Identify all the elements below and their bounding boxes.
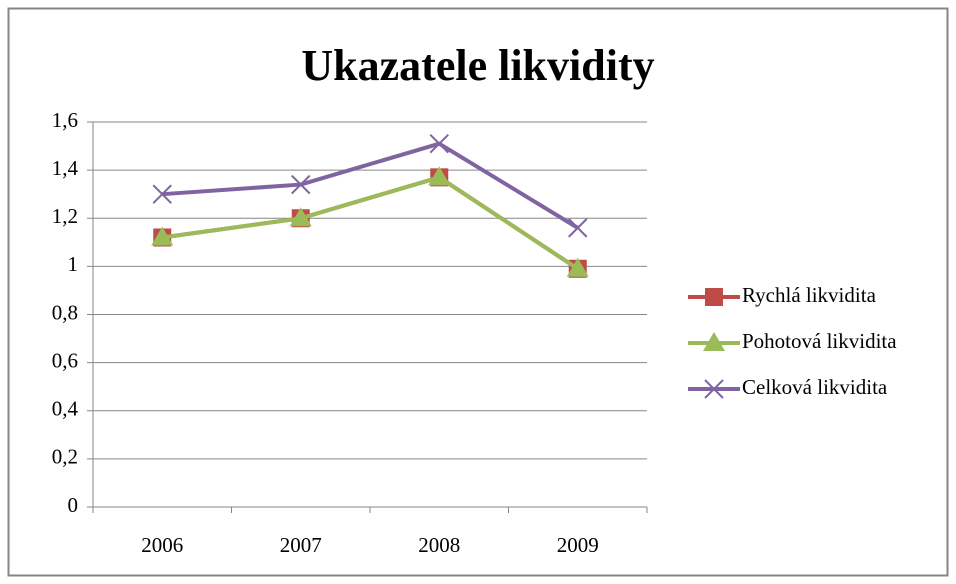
y-tick-label: 1,4	[52, 156, 79, 180]
point-marker	[151, 226, 174, 246]
x-tick-label: 2008	[418, 533, 460, 557]
legend-label: Rychlá likvidita	[742, 283, 877, 307]
legend-marker	[704, 379, 724, 399]
y-tick-label: 1,6	[52, 108, 78, 132]
y-tick-label: 0	[68, 493, 79, 517]
y-tick-label: 0,4	[52, 397, 79, 421]
legend-label: Celková likvidita	[742, 375, 888, 399]
series-line	[162, 141, 579, 230]
chart-title: Ukazatele likvidity	[301, 41, 654, 90]
point-marker	[568, 218, 588, 238]
point-marker	[291, 174, 311, 195]
x-tick-label: 2009	[557, 533, 599, 557]
legend-marker	[705, 288, 723, 306]
series-line	[161, 175, 579, 271]
legend-label: Pohotová likvidita	[742, 329, 897, 353]
point-marker	[566, 257, 589, 277]
point-marker	[428, 166, 451, 186]
y-tick-label: 1,2	[52, 204, 78, 228]
y-tick-label: 0,8	[52, 300, 78, 324]
y-tick-label: 0,2	[52, 445, 78, 469]
x-tick-label: 2006	[141, 533, 183, 557]
legend-marker	[703, 332, 725, 351]
point-marker	[429, 133, 449, 154]
chart-frame	[7, 7, 949, 577]
x-tick-label: 2007	[280, 533, 322, 557]
y-tick-label: 1	[68, 252, 79, 276]
point-marker	[152, 184, 172, 204]
point-marker	[289, 207, 312, 227]
y-tick-label: 0,6	[52, 348, 78, 372]
